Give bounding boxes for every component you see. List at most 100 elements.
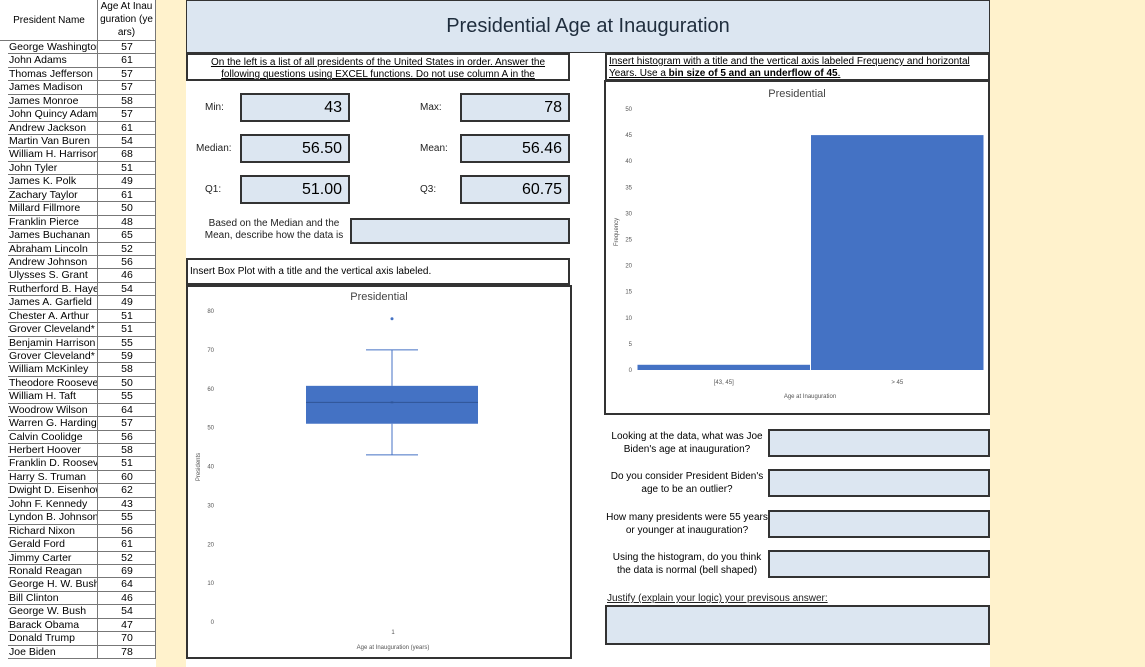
age-value: 57 <box>98 417 156 431</box>
instruction-text: . <box>837 68 841 79</box>
president-name: Jimmy Carter <box>8 551 98 565</box>
president-name: Zachary Taylor <box>8 188 98 203</box>
stat-value: 43 <box>240 93 350 122</box>
age-value: 52 <box>98 242 156 256</box>
president-name: Donald Trump <box>8 632 98 646</box>
age-value: 57 <box>98 81 156 95</box>
age-value: 57 <box>98 108 156 122</box>
boxplot-frame <box>186 285 572 659</box>
age-value: 55 <box>98 390 156 404</box>
age-value: 50 <box>98 202 156 216</box>
describe-prompt: Based on the Median and the Mean, descri… <box>204 218 344 241</box>
president-name: Dwight D. Eisenhower <box>8 484 98 498</box>
age-value: 49 <box>98 175 156 189</box>
president-name: James Buchanan <box>8 229 98 243</box>
president-name: Thomas Jefferson <box>8 67 98 82</box>
age-value: 50 <box>98 376 156 391</box>
answer-box[interactable] <box>768 429 990 457</box>
age-value: 58 <box>98 444 156 458</box>
president-name: Rutherford B. Hayes <box>8 282 98 297</box>
president-name: Martin Van Buren <box>8 135 98 149</box>
president-name: Theodore Roosevelt <box>8 376 98 391</box>
y-tick-label: 10 <box>625 316 632 322</box>
column-header: President Name <box>0 0 98 41</box>
president-name: George H. W. Bush <box>8 578 98 592</box>
y-tick-label: 50 <box>207 426 214 432</box>
histogram-chart: Presidential 0 5 10 15 20 25 30 35 40 45 50 Frequenc… <box>614 88 984 400</box>
title: Presidential Age at Inauguration <box>186 0 990 53</box>
y-tick-label: 10 <box>207 581 214 587</box>
y-tick-label: 20 <box>625 264 632 270</box>
answer-box[interactable] <box>350 218 570 244</box>
age-value: 43 <box>98 497 156 512</box>
mean-marker: × <box>390 401 394 407</box>
age-value: 46 <box>98 269 156 283</box>
y-tick-label: 30 <box>625 211 632 217</box>
age-value: 47 <box>98 618 156 633</box>
age-value: 65 <box>98 229 156 243</box>
age-value: 52 <box>98 551 156 565</box>
question: Do you consider President Biden's age to… <box>610 471 764 495</box>
instruction-left: On the left is a list of all presidents … <box>186 53 570 81</box>
y-tick-label: 70 <box>207 348 214 354</box>
president-name: Gerald Ford <box>8 538 98 552</box>
age-value: 58 <box>98 363 156 377</box>
age-value: 49 <box>98 296 156 310</box>
age-value: 51 <box>98 323 156 337</box>
age-value: 61 <box>98 121 156 136</box>
stat-label: Q1: <box>205 184 222 195</box>
president-name: Franklin Pierce <box>8 215 98 230</box>
answer-box[interactable] <box>768 469 990 497</box>
column-header: Age At Inauguration (years) <box>98 0 156 41</box>
age-value: 56 <box>98 524 156 539</box>
y-tick-label: 60 <box>207 387 214 393</box>
president-name: Calvin Coolidge <box>8 430 98 445</box>
president-name: Chester A. Arthur <box>8 309 98 324</box>
age-value: 51 <box>98 161 156 176</box>
y-tick-label: 0 <box>211 620 215 626</box>
president-name: Millard Fillmore <box>8 202 98 216</box>
y-tick-label: 0 <box>629 368 633 374</box>
president-name: John Adams <box>8 54 98 68</box>
president-name: William H. Harrison <box>8 148 98 162</box>
age-value: 61 <box>98 538 156 552</box>
president-name: Ulysses S. Grant <box>8 269 98 283</box>
president-name: Woodrow Wilson <box>8 403 98 418</box>
president-name: John F. Kennedy <box>8 497 98 512</box>
age-value: 55 <box>98 511 156 525</box>
y-tick-label: 5 <box>629 342 633 348</box>
age-value: 54 <box>98 282 156 297</box>
president-name: Lyndon B. Johnson <box>8 511 98 525</box>
president-name: James A. Garfield <box>8 296 98 310</box>
age-value: 57 <box>98 41 156 55</box>
outlier <box>390 317 394 321</box>
stat-value: 78 <box>460 93 570 122</box>
stat-label: Median: <box>196 143 232 154</box>
boxplot-chart: Presidential 0 10 20 30 40 50 60 70 80 Presidents 1… <box>196 291 478 651</box>
y-tick-label: 40 <box>625 159 632 165</box>
president-name: John Quincy Adams <box>8 108 98 122</box>
y-tick-label: 80 <box>207 309 214 315</box>
stat-label: Mean: <box>420 143 448 154</box>
age-value: 70 <box>98 632 156 646</box>
box <box>306 385 478 424</box>
answer-box[interactable] <box>768 550 990 578</box>
x-tick-label: 1 <box>391 630 395 636</box>
y-axis-label: Presidents <box>196 453 202 481</box>
stat-value: 56.46 <box>460 134 570 163</box>
y-tick-label: 50 <box>625 107 632 113</box>
bar <box>811 135 984 370</box>
answer-box[interactable] <box>768 510 990 538</box>
age-value: 69 <box>98 564 156 579</box>
president-name: Barack Obama <box>8 618 98 633</box>
answer-box[interactable] <box>605 605 990 645</box>
age-value: 64 <box>98 578 156 592</box>
president-name: James Monroe <box>8 94 98 109</box>
instruction-text: Insert histogram with a title and the ve… <box>609 56 970 79</box>
president-name: James Madison <box>8 81 98 95</box>
age-value: 55 <box>98 336 156 350</box>
age-value: 62 <box>98 484 156 498</box>
president-name: Grover Cleveland* <box>8 350 98 364</box>
president-name: Bill Clinton <box>8 591 98 606</box>
